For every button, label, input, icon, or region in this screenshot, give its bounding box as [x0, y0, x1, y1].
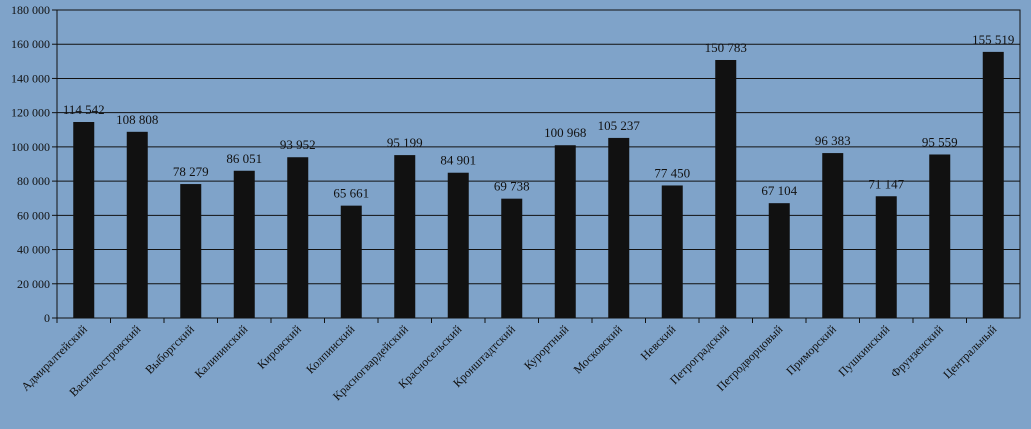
y-tick-label: 120 000 [11, 106, 50, 120]
y-tick-label: 160 000 [11, 37, 50, 51]
value-label: 78 279 [173, 164, 209, 179]
category-label: Кировский [254, 322, 304, 372]
y-tick-label: 140 000 [11, 71, 50, 85]
bar [501, 198, 523, 318]
bar [180, 184, 202, 318]
bar [608, 137, 630, 318]
value-label: 93 952 [280, 137, 316, 152]
value-label: 84 901 [440, 153, 476, 168]
value-label: 105 237 [598, 118, 641, 133]
bar [822, 153, 844, 318]
bar [126, 131, 148, 318]
bar [982, 51, 1004, 318]
category-labels: АдмиралтейскийВасилеостровскийВыборгский… [18, 322, 999, 403]
value-label: 150 783 [705, 40, 747, 55]
bar [287, 157, 309, 318]
value-label: 100 968 [544, 125, 586, 140]
bar [715, 59, 737, 319]
value-label: 86 051 [226, 151, 262, 166]
bar [929, 154, 951, 318]
bar [661, 185, 683, 318]
bar [875, 196, 897, 318]
value-label: 95 559 [922, 134, 958, 149]
bars [73, 51, 1004, 319]
y-tick-label: 0 [44, 311, 50, 325]
bar [233, 170, 255, 318]
axes [52, 9, 1021, 323]
category-label: Приморский [783, 322, 839, 378]
value-label: 96 383 [815, 133, 851, 148]
value-label: 67 104 [761, 183, 797, 198]
category-label: Колпинский [303, 322, 358, 377]
y-tick-label: 100 000 [11, 140, 50, 154]
category-label: Невский [638, 322, 679, 363]
value-label: 95 199 [387, 135, 423, 150]
value-labels: 114 542 108 808 78 279 86 051 93 952 65 661 95… [63, 32, 1015, 201]
y-tick-label: 40 000 [17, 243, 50, 257]
value-label: 108 808 [116, 112, 158, 127]
y-tick-label: 180 000 [11, 3, 50, 17]
y-tick-label: 80 000 [17, 174, 50, 188]
bar [554, 145, 576, 318]
category-label: Фрунзенский [888, 322, 947, 381]
value-label: 65 661 [333, 186, 369, 201]
value-label: 69 738 [494, 179, 530, 194]
value-label: 77 450 [654, 165, 690, 180]
bar [447, 172, 469, 318]
category-label: Выборгский [142, 322, 197, 377]
value-label: 71 147 [868, 176, 904, 191]
category-label: Калининский [192, 322, 251, 381]
bar [73, 122, 95, 318]
gridlines [57, 9, 1020, 285]
bar [394, 155, 416, 318]
y-tick-label: 60 000 [17, 208, 50, 222]
y-tick-label: 20 000 [17, 277, 50, 291]
value-label: 114 542 [63, 102, 105, 117]
bar [340, 205, 362, 318]
category-label: Пушкинский [835, 322, 892, 379]
category-label: Центральный [940, 322, 1000, 382]
y-tick-labels: 0 20 000 40 000 60 000 80 000 100 000 120 000 1… [11, 3, 50, 325]
category-label: Курортный [521, 322, 572, 373]
value-label: 155 519 [972, 32, 1014, 47]
category-label: Московский [571, 322, 626, 377]
bar [768, 203, 790, 318]
